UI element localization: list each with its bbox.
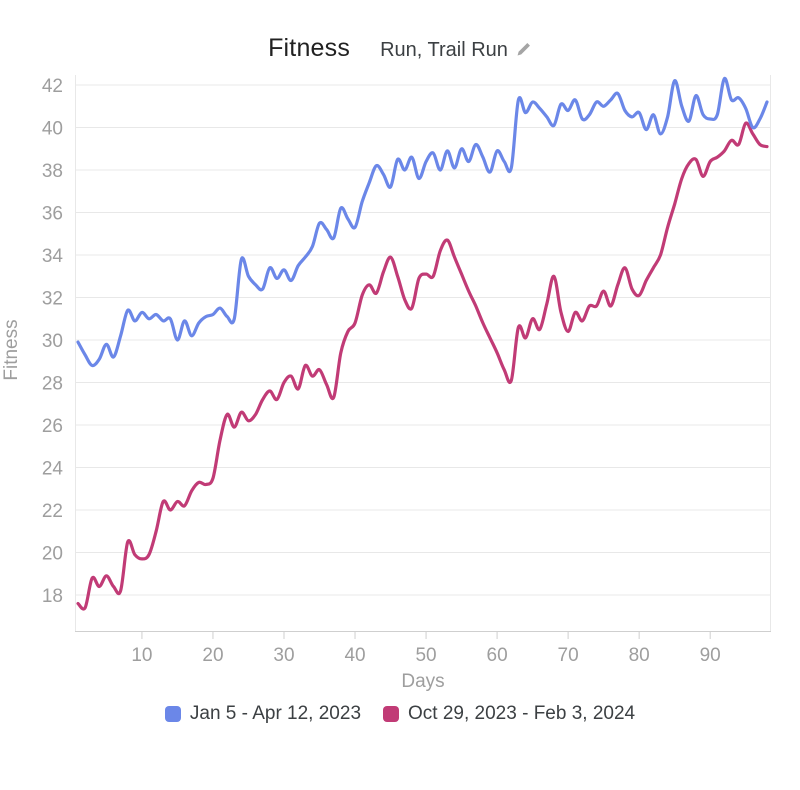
chart-header: Fitness Run, Trail Run — [0, 34, 800, 63]
x-tick-label: 80 — [629, 645, 650, 666]
y-tick-label: 18 — [42, 586, 63, 607]
y-tick-label: 26 — [42, 416, 63, 437]
y-tick-label: 32 — [42, 289, 63, 310]
y-tick-label: 22 — [42, 501, 63, 522]
legend-item: Oct 29, 2023 - Feb 3, 2024 — [383, 703, 635, 725]
edit-pencil-icon[interactable] — [515, 41, 532, 63]
y-tick-label: 30 — [42, 331, 63, 352]
y-tick-label: 24 — [42, 459, 64, 480]
series-line-oct29-feb3-2024[interactable] — [76, 121, 769, 611]
y-axis-title: Fitness — [1, 319, 22, 380]
series-line-jan5-apr12-2023[interactable] — [76, 76, 769, 368]
x-tick-label: 40 — [344, 645, 365, 666]
x-tick-label: 60 — [487, 645, 508, 666]
legend-label: Oct 29, 2023 - Feb 3, 2024 — [408, 703, 636, 724]
fitness-chart[interactable]: 18 20 22 24 26 28 30 32 34 36 38 40 42 10 20 30 40 50 60 70… — [0, 0, 800, 700]
y-tick-label: 28 — [42, 374, 63, 395]
y-tick-label: 34 — [42, 246, 64, 267]
y-tick-label: 20 — [42, 544, 63, 565]
y-tick-label: 36 — [42, 204, 63, 225]
y-tick-label: 42 — [42, 76, 63, 97]
x-tick-label: 90 — [700, 645, 721, 666]
activity-type-label: Run, Trail Run — [380, 39, 508, 61]
y-tick-label: 40 — [42, 119, 63, 140]
x-tick-label: 30 — [273, 645, 294, 666]
legend-swatch-icon — [383, 706, 400, 722]
x-tick-label: 10 — [131, 645, 152, 666]
legend-label: Jan 5 - Apr 12, 2023 — [189, 703, 362, 724]
chart-legend: Jan 5 - Apr 12, 2023 Oct 29, 2023 - Feb 3… — [0, 703, 800, 725]
x-axis-title: Days — [401, 671, 444, 692]
legend-swatch-icon — [164, 706, 181, 722]
plot-area[interactable] — [75, 75, 771, 631]
x-tick-label: 50 — [415, 645, 436, 666]
x-tick-label: 20 — [202, 645, 223, 666]
legend-item: Jan 5 - Apr 12, 2023 — [164, 703, 362, 725]
y-tick-label: 38 — [42, 161, 63, 182]
activity-type-filter[interactable]: Run, Trail Run — [380, 39, 532, 62]
x-tick-label: 70 — [558, 645, 579, 666]
page-title: Fitness — [268, 34, 351, 62]
